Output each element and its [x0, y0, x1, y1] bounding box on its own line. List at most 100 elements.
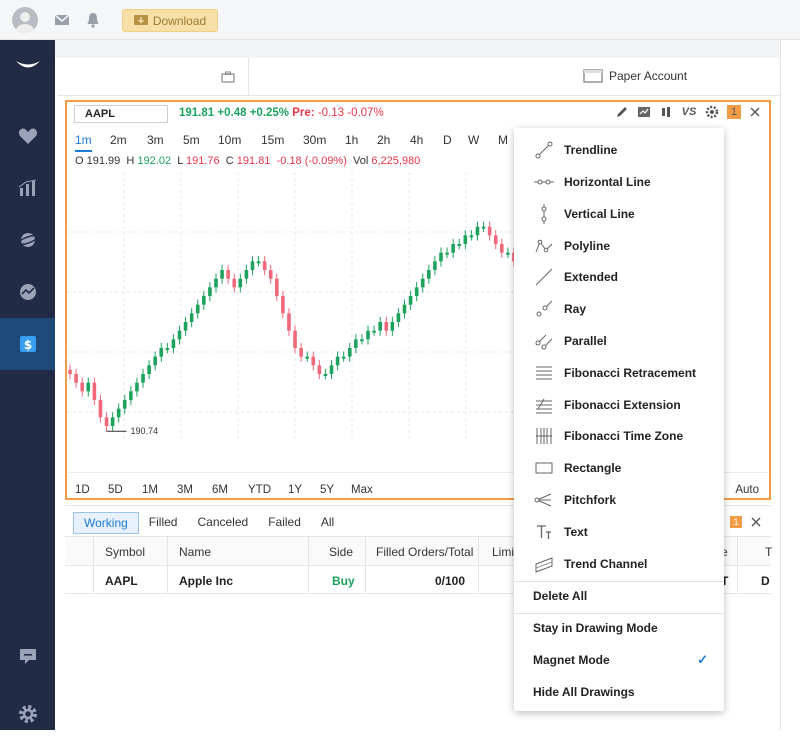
menu-item-rectangle[interactable]: Rectangle [514, 452, 724, 484]
auto-scale-button[interactable]: Auto [735, 484, 759, 496]
menu-item-delete-all[interactable]: Delete All [514, 580, 724, 612]
timeframe-d[interactable]: D [443, 133, 452, 147]
range-1m[interactable]: 1M [142, 484, 158, 496]
timeframe-5m[interactable]: 5m [183, 133, 200, 147]
price-change-pct: +0.25% [249, 107, 290, 119]
tab-failed[interactable]: Failed [268, 515, 301, 529]
timeframe-1h[interactable]: 1h [345, 133, 359, 147]
menu-item-fibonacci-retracement[interactable]: Fibonacci Retracement [514, 357, 724, 389]
menu-item-hide-all[interactable]: Hide All Drawings [514, 676, 724, 708]
mail-icon[interactable] [53, 11, 71, 29]
bell-icon[interactable] [84, 11, 102, 29]
header-col7[interactable]: T [765, 545, 773, 559]
menu-label: Trend Channel [564, 556, 648, 571]
menu-item-extended[interactable]: Extended [514, 261, 724, 293]
cell-col7: D [761, 574, 770, 588]
range-1y[interactable]: 1Y [288, 484, 303, 496]
badge-icon[interactable]: 1 [727, 105, 741, 119]
range-6m[interactable]: 6M [212, 484, 228, 496]
pencil-icon[interactable] [615, 105, 629, 119]
orders-badge[interactable]: 1 [730, 516, 742, 528]
timeframe-4h[interactable]: 4h [410, 133, 424, 147]
close-icon[interactable] [749, 106, 761, 118]
menu-item-text[interactable]: Text [514, 516, 724, 548]
change-value: -0.18 (-0.09%) [276, 155, 347, 167]
timeframe-15m[interactable]: 15m [261, 133, 285, 147]
svg-text:$: $ [23, 338, 31, 352]
settings-icon[interactable] [705, 105, 719, 119]
candles-icon[interactable] [659, 105, 673, 119]
candle-body [463, 235, 468, 244]
menu-item-magnet-mode[interactable]: Magnet Mode ✓ [514, 644, 724, 676]
chart-type-icon[interactable] [637, 105, 651, 119]
close-label: C [225, 155, 234, 167]
tab-working[interactable]: Working [73, 512, 139, 534]
menu-item-fibonacci-time-zone[interactable]: Fibonacci Time Zone [514, 420, 724, 452]
timeframe-10m[interactable]: 10m [218, 133, 242, 147]
menu-item-pitchfork[interactable]: Pitchfork [514, 484, 724, 516]
menu-item-stay-drawing[interactable]: Stay in Drawing Mode [514, 612, 724, 644]
gear-icon[interactable] [0, 688, 55, 740]
horizontal-line-icon [534, 179, 554, 185]
planet-icon[interactable] [0, 214, 55, 266]
range-3m[interactable]: 3M [177, 484, 193, 496]
range-ytd[interactable]: YTD [248, 484, 271, 496]
candle-body [378, 322, 382, 331]
tab-canceled[interactable]: Canceled [197, 515, 249, 529]
avatar[interactable] [12, 7, 38, 33]
col-divider [167, 537, 168, 567]
candle-body [268, 270, 273, 279]
candlestick-chart[interactable]: 190.74 [67, 172, 517, 472]
header-col6[interactable]: e [721, 545, 728, 559]
tab-filled[interactable]: Filled [148, 515, 178, 529]
briefcase-icon[interactable] [221, 71, 235, 83]
candle-body [129, 391, 133, 400]
menu-item-trend-channel[interactable]: Trend Channel [514, 548, 724, 580]
col-divider [93, 566, 94, 594]
candle-body [92, 382, 97, 400]
range-5d[interactable]: 5D [108, 484, 123, 496]
dollar-icon[interactable]: $ [0, 318, 55, 370]
timeframe-m[interactable]: M [498, 133, 508, 147]
menu-label: Text [564, 524, 588, 539]
candle-body [116, 408, 121, 418]
menu-item-ray[interactable]: Ray [514, 293, 724, 325]
header-symbol[interactable]: Symbol [105, 545, 146, 559]
timeframe-30m[interactable]: 30m [303, 133, 327, 147]
timeframe-2h[interactable]: 2h [377, 133, 391, 147]
close-icon[interactable] [750, 516, 762, 528]
download-button[interactable]: Download [122, 9, 218, 32]
timeframe-1m[interactable]: 1m [75, 133, 92, 152]
timeframe-2m[interactable]: 2m [110, 133, 127, 147]
trend-icon[interactable] [0, 266, 55, 318]
logo-icon[interactable] [0, 40, 55, 92]
menu-item-trendline[interactable]: Trendline [514, 134, 724, 166]
range-max[interactable]: Max [351, 484, 373, 496]
range-1d[interactable]: 1D [75, 484, 90, 496]
symbol-input[interactable]: AAPL [74, 105, 168, 123]
right-strip [780, 40, 800, 730]
tab-all[interactable]: All [320, 515, 335, 529]
menu-item-fibonacci-extension[interactable]: Fibonacci Extension [514, 389, 724, 421]
candle-body [354, 339, 358, 348]
menu-label: Vertical Line [564, 206, 635, 221]
chat-icon[interactable] [0, 630, 55, 682]
header-side[interactable]: Side [329, 545, 354, 559]
menu-item-vertical-line[interactable]: Vertical Line [514, 198, 724, 230]
menu-item-parallel[interactable]: Parallel [514, 325, 724, 357]
chart-bars-icon[interactable] [0, 162, 55, 214]
timeframe-3m[interactable]: 3m [147, 133, 164, 147]
header-limit[interactable]: Limi [492, 545, 515, 559]
timeframe-w[interactable]: W [468, 133, 480, 147]
menu-item-polyline[interactable]: Polyline [514, 230, 724, 262]
heart-icon[interactable] [0, 110, 55, 162]
header-name[interactable]: Name [179, 545, 212, 559]
header-filled[interactable]: Filled Orders/Total [376, 545, 474, 559]
col-divider [365, 566, 366, 594]
table-row[interactable]: AAPL Apple Inc Buy 0/100 T D [65, 566, 771, 594]
vs-icon[interactable]: VS [681, 106, 697, 118]
menu-item-horizontal-line[interactable]: Horizontal Line [514, 166, 724, 198]
range-5y[interactable]: 5Y [320, 484, 335, 496]
candle-body [159, 348, 164, 357]
paper-account-button[interactable]: Paper Account [583, 69, 687, 83]
